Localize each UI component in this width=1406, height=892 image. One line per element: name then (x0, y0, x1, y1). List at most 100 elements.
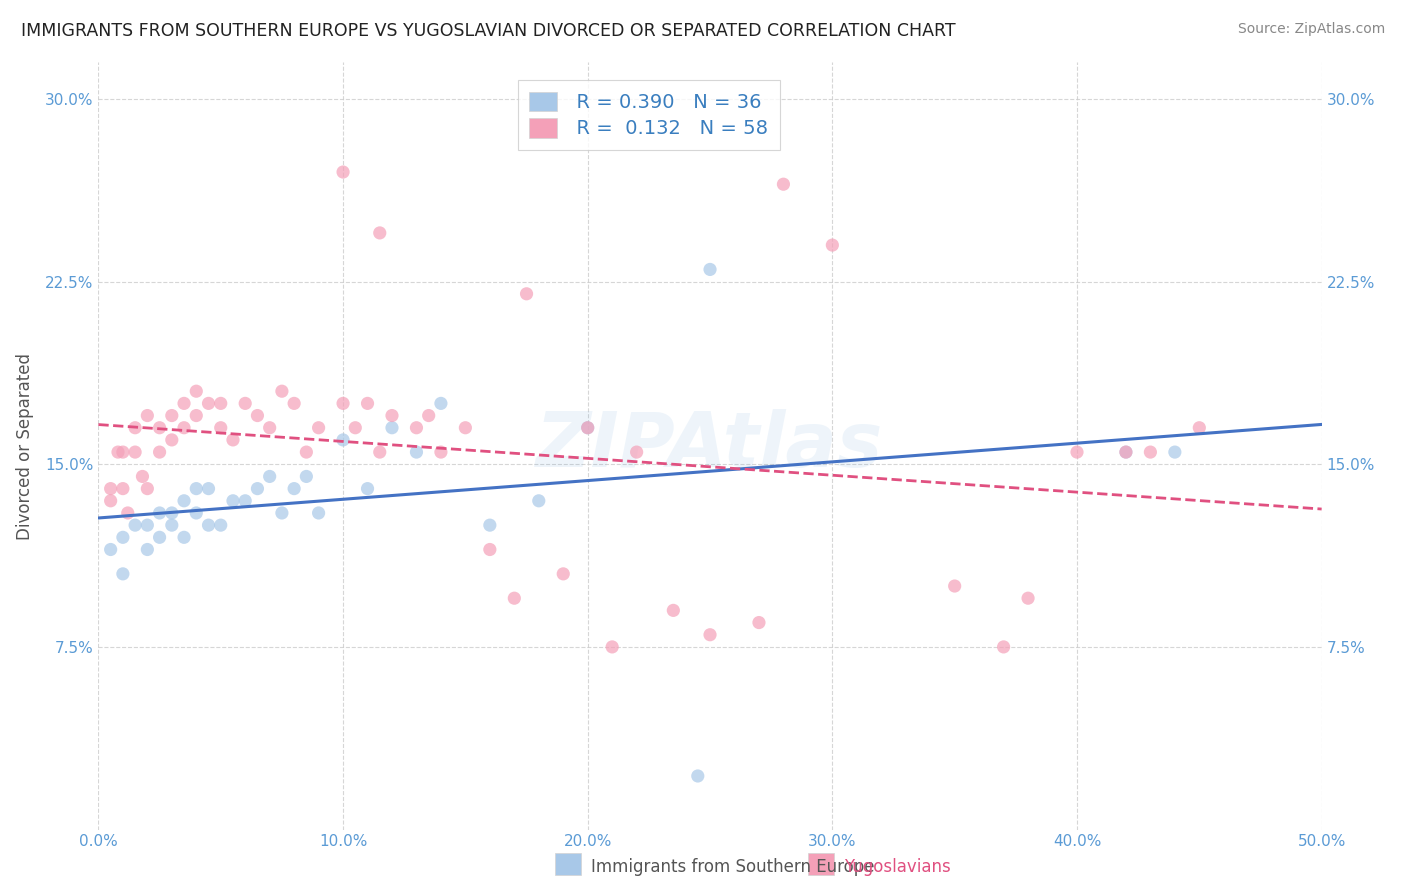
Point (430, 396, 453, 410)
Text: IMMIGRANTS FROM SOUTHERN EUROPE VS YUGOSLAVIAN DIVORCED OR SEPARATED CORRELATION: IMMIGRANTS FROM SOUTHERN EUROPE VS YUGOS… (21, 22, 956, 40)
Point (100, 542, 122, 557)
Point (515, 286, 537, 301)
Point (332, 396, 354, 410)
Point (197, 396, 219, 410)
Point (283, 482, 305, 496)
Point (100, 482, 122, 496)
Point (381, 409, 404, 423)
Point (173, 421, 195, 435)
Point (124, 518, 146, 533)
Text: Source: ZipAtlas.com: Source: ZipAtlas.com (1237, 22, 1385, 37)
Point (454, 421, 477, 435)
Point (699, 628, 721, 642)
Point (356, 482, 378, 496)
Point (100, 493, 122, 508)
Point (111, 482, 134, 496)
Point (478, 518, 501, 533)
Point (295, 469, 318, 483)
Point (160, 409, 183, 423)
Point (136, 542, 159, 557)
Point (576, 421, 599, 435)
Point (233, 493, 256, 508)
Point (173, 396, 195, 410)
Text: Immigrants from Southern Europe: Immigrants from Southern Europe (591, 858, 875, 876)
Point (295, 445, 318, 459)
Point (368, 226, 391, 240)
Point (626, 445, 648, 459)
Point (186, 482, 208, 496)
FancyBboxPatch shape (555, 853, 581, 875)
Point (186, 384, 208, 399)
Point (270, 506, 294, 520)
Point (332, 433, 354, 447)
Point (160, 506, 183, 520)
Point (246, 482, 269, 496)
Point (1188, 421, 1211, 435)
Point (197, 482, 219, 496)
Point (160, 518, 183, 533)
Point (503, 591, 526, 606)
Point (662, 603, 685, 617)
Point (381, 421, 404, 435)
Point (308, 506, 330, 520)
Point (197, 518, 219, 533)
Point (186, 409, 208, 423)
Point (160, 433, 183, 447)
Point (356, 396, 378, 410)
Point (821, 238, 844, 252)
Text: Yugoslavians: Yugoslavians (844, 858, 950, 876)
Point (943, 579, 966, 593)
Point (405, 421, 427, 435)
Point (772, 178, 794, 192)
Point (430, 445, 453, 459)
Point (117, 506, 139, 520)
Point (209, 396, 232, 410)
Point (527, 493, 550, 508)
Point (1017, 591, 1039, 606)
Point (259, 469, 281, 483)
Point (173, 493, 195, 508)
Point (111, 445, 134, 459)
Point (107, 445, 129, 459)
Point (576, 421, 599, 435)
Point (186, 506, 208, 520)
Point (600, 640, 623, 654)
Point (222, 433, 245, 447)
Point (993, 640, 1015, 654)
Point (124, 445, 146, 459)
Y-axis label: Divorced or Separated: Divorced or Separated (15, 352, 34, 540)
Point (209, 421, 232, 435)
Point (246, 409, 269, 423)
Point (748, 615, 770, 630)
Point (259, 421, 281, 435)
Point (136, 518, 159, 533)
Point (233, 396, 256, 410)
Point (686, 769, 709, 783)
Point (136, 409, 159, 423)
Point (308, 421, 330, 435)
Point (149, 506, 172, 520)
Point (131, 469, 153, 483)
Point (332, 165, 354, 179)
Point (124, 421, 146, 435)
Legend:   R = 0.390   N = 36,   R =  0.132   N = 58: R = 0.390 N = 36, R = 0.132 N = 58 (517, 79, 780, 150)
Point (283, 396, 305, 410)
Point (699, 262, 721, 277)
Point (270, 384, 294, 399)
Point (136, 482, 159, 496)
Point (478, 542, 501, 557)
Point (368, 445, 391, 459)
Point (1139, 445, 1161, 459)
Point (1115, 445, 1137, 459)
Point (344, 421, 367, 435)
Text: ZIPAtlas: ZIPAtlas (536, 409, 884, 483)
Point (1164, 445, 1187, 459)
Point (1066, 445, 1088, 459)
Point (111, 566, 134, 581)
FancyBboxPatch shape (808, 853, 834, 875)
Point (222, 493, 245, 508)
Point (405, 445, 427, 459)
Point (173, 530, 195, 544)
Point (553, 566, 575, 581)
Point (1115, 445, 1137, 459)
